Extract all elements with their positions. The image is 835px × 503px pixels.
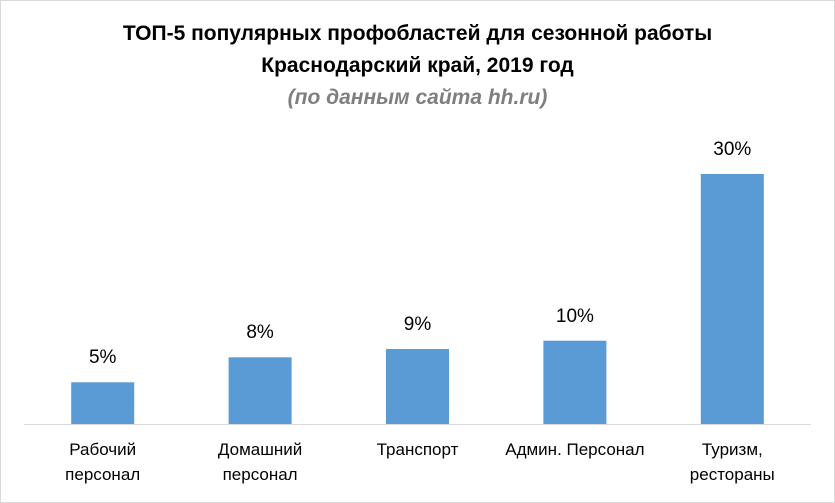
- bars-group: [71, 174, 764, 424]
- value-label-4: 30%: [713, 139, 752, 160]
- bar-4: [700, 174, 764, 424]
- category-label-4-line-1: рестораны: [689, 465, 775, 484]
- category-label-2-line-0: Транспорт: [376, 440, 459, 459]
- category-label-4: Туризм, рестораны: [657, 437, 807, 487]
- category-label-3-line-0: Админ. Персонал: [505, 440, 645, 459]
- chart-subtitle: (по данным сайта hh.ru): [287, 86, 548, 109]
- category-label-2: Транспорт: [343, 437, 493, 462]
- bar-3: [543, 340, 607, 424]
- chart-title-line-1: ТОП-5 популярных профобластей для сезонн…: [122, 22, 713, 45]
- bar-2: [386, 349, 449, 424]
- category-label-3: Админ. Персонал: [500, 437, 650, 462]
- value-label-3: 10%: [555, 305, 594, 327]
- bar-1: [228, 357, 292, 424]
- bar-0: [71, 382, 135, 424]
- chart-title-line-2: Краснодарский край, 2019 год: [261, 54, 574, 77]
- category-label-1-line-1: персонал: [222, 465, 298, 484]
- category-label-1: Домашний персонал: [185, 437, 335, 487]
- category-label-1-line-0: Домашний: [217, 440, 303, 459]
- category-label-0: Рабочий персонал: [28, 437, 178, 487]
- category-label-4-line-0: Туризм,: [701, 440, 763, 459]
- category-label-0-line-0: Рабочий: [69, 440, 137, 459]
- category-label-0-line-1: персонал: [65, 465, 141, 484]
- value-label-2: 9%: [403, 314, 432, 335]
- value-label-0: 5%: [88, 347, 117, 369]
- value-label-1: 8%: [246, 322, 274, 344]
